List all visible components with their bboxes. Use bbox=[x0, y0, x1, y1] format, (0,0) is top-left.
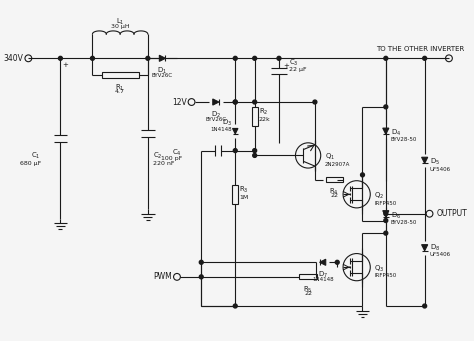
Text: 100 pF: 100 pF bbox=[161, 156, 182, 161]
Circle shape bbox=[253, 100, 256, 104]
Text: +: + bbox=[63, 62, 68, 68]
Text: C$_4$: C$_4$ bbox=[172, 147, 182, 158]
Text: 22k: 22k bbox=[258, 117, 270, 122]
Text: D$_5$: D$_5$ bbox=[429, 157, 440, 167]
Circle shape bbox=[313, 100, 317, 104]
Text: D$_4$: D$_4$ bbox=[391, 128, 401, 138]
Circle shape bbox=[199, 260, 203, 264]
Bar bbox=[326, 177, 343, 182]
Text: D$_7$: D$_7$ bbox=[318, 270, 328, 280]
Circle shape bbox=[277, 56, 281, 60]
Text: BYV28-50: BYV28-50 bbox=[391, 137, 417, 143]
Text: 22: 22 bbox=[330, 193, 338, 198]
Circle shape bbox=[199, 275, 203, 279]
Circle shape bbox=[335, 260, 339, 264]
Text: IRFP450: IRFP450 bbox=[374, 273, 396, 278]
Circle shape bbox=[384, 56, 388, 60]
Text: R$_1$: R$_1$ bbox=[115, 83, 125, 93]
Text: R$_5$: R$_5$ bbox=[303, 285, 313, 295]
Text: 1N4148: 1N4148 bbox=[211, 127, 232, 132]
Text: 1M: 1M bbox=[239, 195, 248, 200]
Text: UF5406: UF5406 bbox=[429, 252, 451, 257]
Text: D$_1$: D$_1$ bbox=[157, 66, 167, 76]
Polygon shape bbox=[383, 211, 389, 217]
Circle shape bbox=[384, 212, 388, 216]
Text: +: + bbox=[283, 63, 289, 69]
Circle shape bbox=[384, 231, 388, 235]
Circle shape bbox=[384, 105, 388, 109]
Polygon shape bbox=[383, 128, 389, 134]
Text: 340V: 340V bbox=[4, 54, 24, 63]
Text: R$_3$: R$_3$ bbox=[239, 184, 249, 195]
Text: Q$_3$: Q$_3$ bbox=[374, 264, 384, 274]
Polygon shape bbox=[319, 259, 326, 265]
Text: 22: 22 bbox=[304, 292, 312, 296]
Polygon shape bbox=[421, 157, 428, 163]
Text: BYV28-50: BYV28-50 bbox=[391, 220, 417, 225]
Text: D$_3$: D$_3$ bbox=[222, 118, 232, 129]
Bar bbox=[252, 107, 257, 126]
Text: 680 μF: 680 μF bbox=[20, 161, 41, 166]
Text: Q$_1$: Q$_1$ bbox=[325, 152, 335, 163]
Text: Q$_2$: Q$_2$ bbox=[374, 191, 384, 201]
Text: UF5406: UF5406 bbox=[429, 166, 451, 172]
Text: D$_8$: D$_8$ bbox=[429, 242, 440, 253]
Polygon shape bbox=[213, 99, 219, 105]
Circle shape bbox=[233, 149, 237, 152]
Bar bbox=[232, 184, 238, 204]
Text: R$_2$: R$_2$ bbox=[258, 107, 268, 117]
Text: D$_2$: D$_2$ bbox=[211, 110, 221, 120]
Text: 2N2907A: 2N2907A bbox=[325, 162, 350, 167]
Text: L$_1$: L$_1$ bbox=[116, 17, 125, 27]
Text: R$_4$: R$_4$ bbox=[329, 187, 339, 197]
Text: C$_2$: C$_2$ bbox=[153, 150, 162, 161]
Text: PWM: PWM bbox=[154, 272, 172, 281]
Text: OUTPUT: OUTPUT bbox=[437, 209, 467, 218]
Text: 4.7: 4.7 bbox=[115, 89, 125, 94]
Text: 220 nF: 220 nF bbox=[153, 161, 174, 166]
Text: 1N4148: 1N4148 bbox=[312, 277, 334, 282]
Circle shape bbox=[384, 219, 388, 222]
Text: TO THE OTHER INVERTER: TO THE OTHER INVERTER bbox=[376, 45, 464, 51]
Circle shape bbox=[253, 153, 256, 158]
Text: IRFP450: IRFP450 bbox=[374, 201, 396, 206]
Circle shape bbox=[253, 149, 256, 152]
Text: 12V: 12V bbox=[172, 98, 187, 106]
Circle shape bbox=[253, 56, 256, 60]
Circle shape bbox=[233, 304, 237, 308]
Text: BYV26C: BYV26C bbox=[205, 117, 227, 122]
Bar bbox=[300, 275, 317, 279]
Text: 22 μF: 22 μF bbox=[289, 68, 306, 73]
Bar bbox=[102, 72, 138, 78]
Circle shape bbox=[233, 100, 237, 104]
Polygon shape bbox=[421, 244, 428, 251]
Polygon shape bbox=[159, 55, 165, 61]
Text: C$_1$: C$_1$ bbox=[31, 150, 41, 161]
Circle shape bbox=[423, 56, 427, 60]
Text: D$_6$: D$_6$ bbox=[391, 210, 401, 221]
Circle shape bbox=[146, 56, 150, 60]
Circle shape bbox=[233, 56, 237, 60]
Text: BYV26C: BYV26C bbox=[152, 73, 173, 78]
Text: 30 μH: 30 μH bbox=[111, 24, 129, 29]
Circle shape bbox=[58, 56, 63, 60]
Circle shape bbox=[361, 173, 365, 177]
Circle shape bbox=[423, 304, 427, 308]
Circle shape bbox=[91, 56, 94, 60]
Text: C$_3$: C$_3$ bbox=[289, 58, 298, 68]
Circle shape bbox=[233, 100, 237, 104]
Polygon shape bbox=[233, 129, 238, 134]
